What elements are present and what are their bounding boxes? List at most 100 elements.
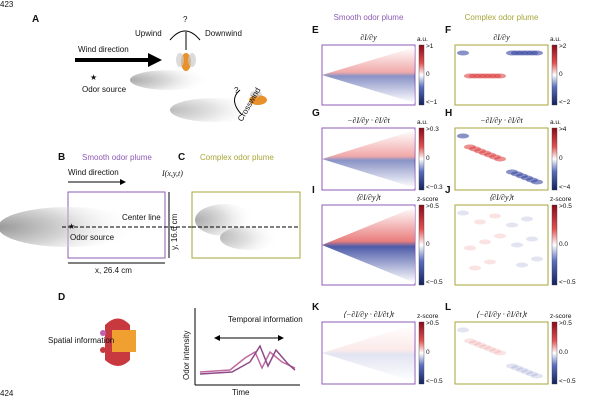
heatmap-pattern	[494, 233, 506, 239]
y-size: y, 16.6 cm	[170, 213, 179, 250]
colorbar-tick-label: <−0.5	[426, 378, 443, 385]
heatmap-pattern	[479, 344, 491, 350]
heatmap-pattern	[322, 47, 415, 103]
center-line-label: Center line	[122, 213, 161, 222]
odor-cloud	[130, 70, 210, 90]
colorbar-tick-label: 0	[426, 349, 430, 356]
panel-a: A Wind direction ★ Odor source ? Upwind …	[32, 14, 267, 123]
fly-wing	[250, 91, 262, 97]
panel-d: D Spatial information Temporal informati…	[48, 292, 303, 397]
odor-cloud	[170, 98, 260, 122]
heatmap-pattern	[464, 245, 476, 251]
heatmap-pattern	[531, 373, 543, 379]
panel-label: G	[312, 108, 320, 119]
colorbar	[551, 321, 558, 385]
heatmap-pattern	[521, 216, 533, 222]
heatmap-pattern	[322, 207, 415, 283]
plume	[220, 226, 280, 250]
panel-label: A	[32, 14, 39, 25]
heatmap-pattern	[511, 242, 523, 248]
colorbar-unit: z-score	[417, 313, 439, 320]
panel-label: E	[312, 25, 319, 36]
fly	[249, 95, 267, 105]
panel-label: H	[445, 108, 452, 119]
wind-arrow-head	[148, 53, 162, 67]
heatmap-pattern	[521, 369, 533, 375]
colorbar	[418, 321, 425, 385]
heatmap-pattern	[484, 346, 496, 352]
colorbar-tick-label: <−0.5	[559, 279, 576, 286]
heatmap-pattern	[526, 236, 538, 242]
colorbar-tick-label: >2	[559, 43, 567, 50]
panel-label: K	[312, 302, 320, 313]
colorbar	[551, 44, 558, 106]
spatial-label: Spatial information	[48, 336, 114, 345]
star: ★	[68, 222, 75, 231]
x-size: x, 26.4 cm	[95, 266, 132, 275]
heatmap-panel: G −∂I/∂y · ∂I/∂t a.u.>0.3 0 <−0.3	[312, 108, 443, 191]
panel-title: ∂I/∂y	[360, 33, 377, 42]
colorbar	[418, 204, 425, 286]
colorbar-tick-label: <−0.5	[559, 378, 576, 385]
colorbar-tick-label: 0	[426, 71, 430, 78]
heatmap-pattern	[489, 348, 501, 354]
heatmap-pattern	[531, 256, 543, 262]
heatmap-pattern	[464, 144, 476, 150]
heatmap-pattern	[479, 239, 491, 245]
colorbar	[551, 204, 558, 286]
heatmap-panel: J ⟨∂I/∂y⟩t z-score>0.5 0.0 <−0.5	[445, 185, 576, 286]
colorbar-tick-label: >0.5	[426, 320, 439, 327]
heatmap-panel: Complex odor plume F ∂I/∂y a.u.>2 0 <−2	[445, 13, 571, 106]
heatmap-pattern	[457, 50, 469, 56]
colorbar-unit: a.u.	[417, 36, 428, 43]
colorbar-unit: a.u.	[417, 119, 428, 126]
heatmap-pattern	[516, 367, 528, 373]
colorbar-tick-label: 0	[559, 71, 563, 78]
temporal-label: Temporal information	[228, 315, 303, 324]
panel-label: D	[58, 292, 65, 303]
panel-label: L	[445, 302, 451, 313]
colorbar-tick-label: 0.0	[559, 241, 568, 248]
colorbar-tick-label: 0	[426, 155, 430, 162]
question: ?	[234, 86, 239, 95]
heatmap-pattern	[457, 210, 469, 216]
fly-body	[112, 330, 136, 352]
colorbar-tick-label: <−4	[559, 184, 571, 191]
panel-c: C Complex odor plume	[178, 152, 301, 259]
heatmap-pattern	[322, 130, 415, 188]
heatmap-pattern	[506, 363, 518, 369]
antenna	[100, 347, 106, 353]
y-axis-label: Odor intensity	[182, 331, 191, 380]
panel-title: ∂I/∂y	[493, 33, 510, 42]
trace	[199, 344, 296, 375]
trace	[199, 350, 296, 373]
line-number: 423	[0, 0, 14, 9]
heatmap-pattern	[322, 324, 415, 382]
panel-b: B Smooth odor plume Wind direction I(x,y…	[0, 152, 302, 275]
heatmap-pattern	[516, 262, 528, 268]
panel-label: B	[58, 152, 65, 163]
panel-title: ⟨∂I/∂y⟩t	[356, 193, 382, 202]
colorbar-tick-label: >0.5	[559, 203, 572, 210]
star: ★	[90, 73, 97, 82]
colorbar	[418, 44, 425, 106]
upwind: Upwind	[135, 29, 162, 38]
heatmap-pattern	[469, 265, 481, 271]
odor-source: Odor source	[82, 85, 127, 94]
colorbar-unit: z-score	[550, 196, 572, 203]
wind-label: Wind direction	[68, 168, 119, 177]
heatmap-pattern	[506, 50, 518, 56]
colorbar-tick-label: 0	[559, 155, 563, 162]
heatmap-pattern	[457, 133, 469, 139]
fly-wing	[176, 53, 184, 67]
colorbar-tick-label: <−0.3	[426, 184, 443, 191]
panel-header: Complex odor plume	[465, 13, 539, 22]
heatmap-panel: L ⟨−∂I/∂y · ∂I/∂t⟩t z-score>0.5 0.0 <−0.5	[445, 302, 576, 385]
heatmap-panel: H −∂I/∂y · ∂I/∂t a.u.>4 0 <−4	[445, 108, 571, 191]
colorbar-unit: z-score	[550, 313, 572, 320]
colorbar-unit: a.u.	[550, 119, 561, 126]
panel-title: ⟨∂I/∂y⟩t	[489, 193, 515, 202]
question: ?	[183, 15, 188, 24]
colorbar-tick-label: >4	[559, 126, 567, 133]
